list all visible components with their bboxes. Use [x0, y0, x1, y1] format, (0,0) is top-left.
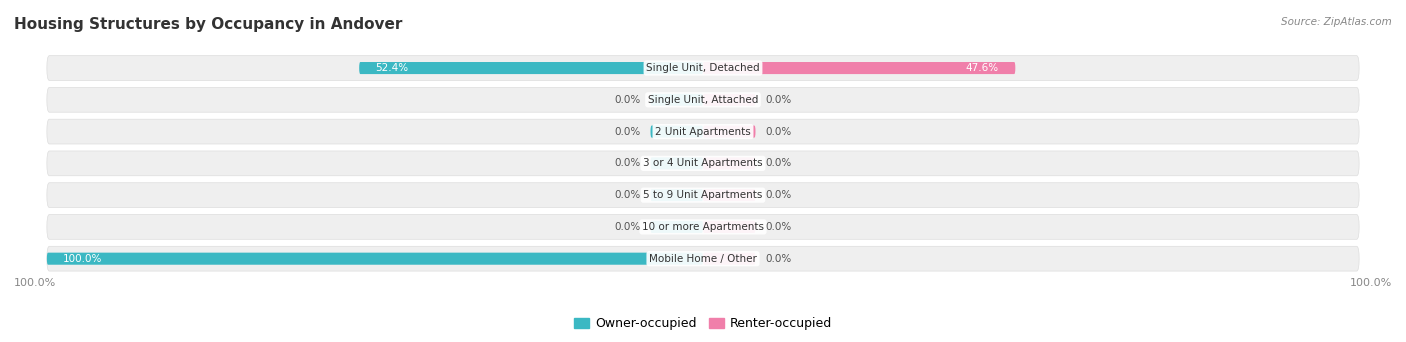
FancyBboxPatch shape — [703, 94, 755, 106]
FancyBboxPatch shape — [46, 214, 1360, 239]
FancyBboxPatch shape — [703, 253, 755, 265]
FancyBboxPatch shape — [651, 221, 703, 233]
Text: 0.0%: 0.0% — [614, 222, 641, 232]
Text: 5 to 9 Unit Apartments: 5 to 9 Unit Apartments — [644, 190, 762, 200]
Text: Housing Structures by Occupancy in Andover: Housing Structures by Occupancy in Andov… — [14, 17, 402, 32]
Text: 2 Unit Apartments: 2 Unit Apartments — [655, 127, 751, 136]
Text: 0.0%: 0.0% — [765, 95, 792, 105]
Text: 47.6%: 47.6% — [966, 63, 998, 73]
FancyBboxPatch shape — [651, 126, 703, 137]
FancyBboxPatch shape — [703, 221, 755, 233]
FancyBboxPatch shape — [703, 126, 755, 137]
Text: 100.0%: 100.0% — [63, 254, 103, 264]
FancyBboxPatch shape — [651, 94, 703, 106]
Text: 0.0%: 0.0% — [614, 127, 641, 136]
FancyBboxPatch shape — [359, 62, 703, 74]
FancyBboxPatch shape — [46, 246, 1360, 271]
FancyBboxPatch shape — [651, 157, 703, 169]
Text: 0.0%: 0.0% — [614, 95, 641, 105]
Text: 0.0%: 0.0% — [765, 127, 792, 136]
Text: Single Unit, Attached: Single Unit, Attached — [648, 95, 758, 105]
Text: 52.4%: 52.4% — [375, 63, 409, 73]
Text: 0.0%: 0.0% — [765, 222, 792, 232]
Text: Single Unit, Detached: Single Unit, Detached — [647, 63, 759, 73]
Text: Source: ZipAtlas.com: Source: ZipAtlas.com — [1281, 17, 1392, 27]
FancyBboxPatch shape — [703, 157, 755, 169]
FancyBboxPatch shape — [46, 88, 1360, 112]
Text: 100.0%: 100.0% — [14, 278, 56, 288]
FancyBboxPatch shape — [46, 151, 1360, 176]
Text: 0.0%: 0.0% — [614, 158, 641, 168]
FancyBboxPatch shape — [46, 119, 1360, 144]
FancyBboxPatch shape — [703, 189, 755, 201]
Text: 0.0%: 0.0% — [765, 190, 792, 200]
FancyBboxPatch shape — [703, 62, 1015, 74]
Text: 100.0%: 100.0% — [1350, 278, 1392, 288]
FancyBboxPatch shape — [651, 189, 703, 201]
Text: 0.0%: 0.0% — [765, 254, 792, 264]
Text: Mobile Home / Other: Mobile Home / Other — [650, 254, 756, 264]
Text: 0.0%: 0.0% — [614, 190, 641, 200]
Legend: Owner-occupied, Renter-occupied: Owner-occupied, Renter-occupied — [568, 312, 838, 335]
Text: 3 or 4 Unit Apartments: 3 or 4 Unit Apartments — [643, 158, 763, 168]
Text: 10 or more Apartments: 10 or more Apartments — [643, 222, 763, 232]
FancyBboxPatch shape — [46, 56, 1360, 80]
FancyBboxPatch shape — [46, 183, 1360, 208]
FancyBboxPatch shape — [46, 253, 703, 265]
Text: 0.0%: 0.0% — [765, 158, 792, 168]
